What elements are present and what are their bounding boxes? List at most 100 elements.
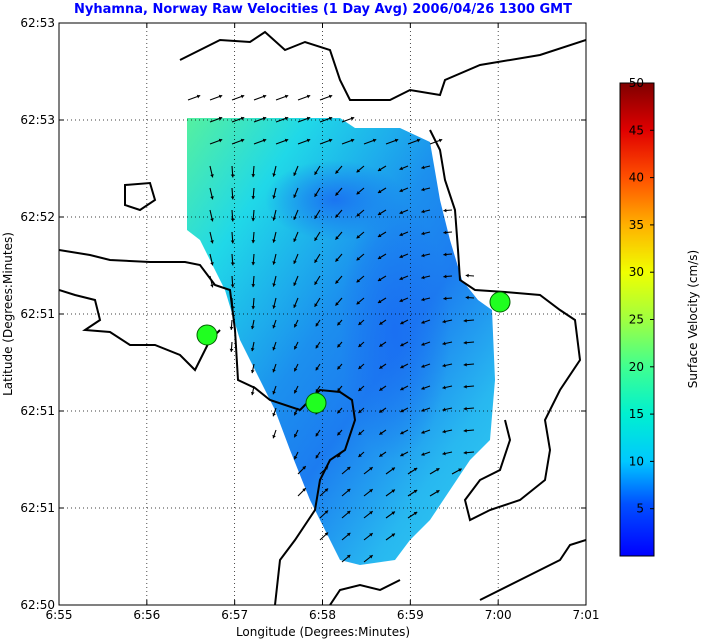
velocity-arrow-head [302, 488, 306, 492]
velocity-arrow-head [315, 388, 319, 393]
velocity-arrow-head [346, 466, 351, 471]
colorbar-tick-label: 45 [629, 123, 644, 137]
chart-title: Nyhamna, Norway Raw Velocities (1 Day Av… [74, 2, 572, 17]
velocity-arrow-head [324, 510, 329, 514]
colorbar-label: Surface Velocity (cm/s) [686, 250, 700, 388]
velocity-arrow-head [358, 343, 362, 348]
colorbar-tick-label: 50 [629, 76, 644, 90]
velocity-arrow-head [394, 138, 399, 143]
y-tick-label: 62:53 [20, 16, 55, 30]
velocity-arrow-head [229, 326, 234, 330]
velocity-arrow-head [358, 321, 362, 326]
velocity-arrow-head [379, 409, 383, 413]
velocity-arrow-head [379, 365, 383, 369]
x-tick-label: 6:57 [221, 608, 248, 622]
velocity-arrow-head [251, 284, 256, 288]
velocity-arrow-head [465, 273, 469, 278]
velocity-arrow-head [272, 305, 276, 309]
velocity-arrow-head [293, 345, 298, 350]
colorbar-tick-label: 20 [629, 360, 644, 374]
velocity-arrow-head [421, 364, 425, 368]
velocity-arrow-head [229, 348, 234, 352]
velocity-arrow-head [314, 215, 318, 219]
x-tick-label: 6:55 [46, 608, 73, 622]
velocity-arrow-head [251, 196, 256, 200]
colorbar-tick-label: 15 [629, 407, 644, 421]
velocity-arrow-head [443, 230, 447, 235]
velocity-arrow-head [356, 234, 361, 239]
x-axis-label: Longitude (Degrees:Minutes) [236, 625, 410, 639]
velocity-arrow-head [399, 254, 403, 259]
coastline [59, 30, 586, 605]
velocity-arrow-head [463, 450, 467, 455]
velocity-arrow-head [399, 166, 403, 171]
velocity-arrow-head [379, 431, 383, 435]
velocity-arrow-head [262, 94, 267, 99]
low-velocity-core [340, 200, 450, 460]
velocity-arrow-head [210, 174, 214, 178]
radar-station-marker [196, 324, 218, 346]
x-tick-label: 6:58 [309, 608, 336, 622]
velocity-arrow-head [328, 94, 333, 99]
velocity-arrow-head [284, 138, 289, 143]
velocity-arrow-head [391, 467, 395, 471]
coastline-north [179, 30, 586, 101]
velocity-arrow-head [442, 451, 446, 456]
velocity-arrow-head [272, 324, 276, 329]
velocity-arrow-head [335, 258, 339, 262]
velocity-arrow-head [421, 165, 425, 170]
colorbar-tick-label: 35 [629, 218, 644, 232]
velocity-arrow-head [306, 94, 311, 99]
radar-station-marker [305, 392, 327, 414]
velocity-arrow-head [391, 533, 395, 537]
velocity-arrow-head [346, 510, 351, 515]
velocity-arrow-head [272, 239, 276, 243]
colorbar-tick-label: 40 [629, 171, 644, 185]
velocity-arrow-head [314, 193, 318, 197]
y-tick-label: 62:53 [20, 113, 55, 127]
velocity-arrow-head [293, 216, 297, 220]
velocity-arrow-head [413, 467, 418, 472]
velocity-arrow-head [337, 387, 341, 392]
velocity-arrow-head [272, 173, 276, 177]
velocity-arrow-head [356, 256, 361, 261]
velocity-arrow-head [272, 346, 276, 351]
velocity-arrow-head [315, 454, 319, 459]
velocity-arrow-head [443, 208, 447, 213]
velocity-arrow-head [379, 321, 383, 325]
velocity-arrow-head [306, 138, 311, 143]
velocity-arrow-head [335, 302, 339, 306]
velocity-arrow-head [218, 116, 223, 121]
y-axis-label: Latitude (Degrees:Minutes) [1, 232, 15, 396]
velocity-arrow-head [293, 172, 297, 176]
velocity-arrow-head [463, 406, 467, 411]
velocity-arrow-head [346, 532, 351, 537]
velocity-arrow-head [337, 321, 341, 326]
velocity-arrow-head [314, 171, 318, 175]
velocity-arrow-head [293, 260, 297, 264]
velocity-arrow-head [262, 138, 267, 143]
velocity-arrow-head [250, 347, 255, 352]
coastline-west [59, 249, 357, 605]
y-tick-label: 62:51 [20, 404, 55, 418]
velocity-arrow-head [463, 384, 467, 389]
velocity-arrow-head [377, 211, 382, 216]
velocity-arrow-head [272, 412, 276, 417]
velocity-arrow-head [377, 277, 382, 282]
velocity-arrow-head [458, 468, 462, 472]
velocity-arrow-head [293, 433, 298, 438]
velocity-arrow-head [324, 488, 329, 492]
velocity-arrow-head [284, 116, 289, 121]
velocity-arrow-head [435, 468, 440, 472]
velocity-arrow-head [262, 116, 267, 121]
velocity-arrow-head [421, 430, 425, 434]
velocity-arrow-head [314, 259, 318, 263]
velocity-arrow-head [399, 276, 403, 281]
x-tick-label: 6:59 [397, 608, 424, 622]
velocity-arrow-head [377, 233, 382, 238]
x-tick-label: 7:01 [573, 608, 600, 622]
velocity-arrow-head [413, 511, 418, 516]
station-markers [196, 291, 511, 414]
velocity-arrow-head [306, 116, 311, 121]
velocity-arrow-head [302, 466, 306, 470]
